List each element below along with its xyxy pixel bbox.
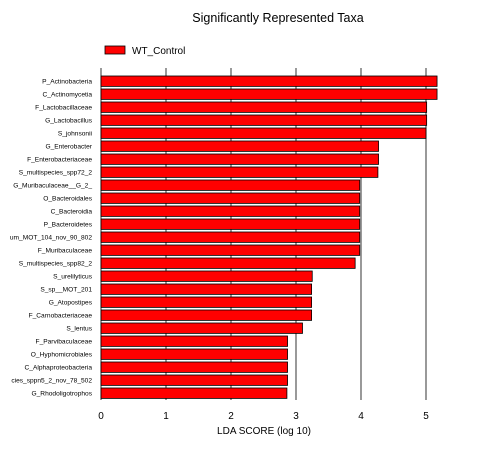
category-label-24: G_Rhodoligotrophos [32,391,93,398]
bar-0 [100,75,438,87]
category-label-18: F_Carnobacteriaceae [29,313,93,320]
bar-14 [100,257,356,269]
category-label-13: F_Muribaculaceae [38,248,93,255]
category-label-1: C_Actinomycetia [43,92,93,99]
bar-8 [100,179,361,191]
category-label-2: F_Lactobacillaceae [35,105,92,112]
bar-3 [100,114,428,126]
x-tick-label-3: 3 [293,411,299,422]
legend-label: WT_Control [132,46,185,57]
bar-18 [100,309,313,321]
category-label-20: F_Parvibaculaceae [36,339,93,346]
category-label-0: P_Actinobacteria [42,79,92,86]
bar-21 [100,348,288,360]
category-label-6: F_Enterobacteriaceae [27,157,92,164]
legend: WT_Control [104,45,185,57]
category-label-4: S_johnsonii [58,131,93,138]
category-label-14: S_multispecies_spp82_2 [19,261,93,268]
legend-swatch [104,45,126,55]
x-tick-label-5: 5 [423,411,429,422]
bar-6 [100,153,379,165]
bars [100,75,438,399]
category-label-16: S_sp__MOT_201 [40,287,92,294]
category-label-21: O_Hyphomicrobiales [31,352,93,359]
category-label-12: um_MOT_104_nov_90_802 [10,235,92,242]
category-label-10: C_Bacteroidia [51,209,93,216]
category-label-15: S_urelilyticus [53,274,93,281]
x-tick-label-4: 4 [358,411,364,422]
category-label-3: G_Lactobacillus [45,118,93,125]
bar-15 [100,270,313,282]
x-axis-ticks: 0 1 2 3 4 5 [98,411,429,422]
bar-23 [100,374,288,386]
bar-9 [100,192,361,204]
x-axis-title: LDA SCORE (log 10) [217,426,311,437]
bar-2 [100,101,428,113]
bar-19 [100,322,303,334]
bar-11 [100,218,361,230]
category-label-8: G_Muribaculaceae__G_2_ [13,183,92,190]
bar-16 [100,283,313,295]
category-label-19: S_lentus [66,326,92,333]
category-label-23: cies_sppn5_2_nov_78_502 [11,378,92,385]
bar-17 [100,296,313,308]
bar-7 [100,166,379,178]
x-tick-label-1: 1 [163,411,169,422]
category-label-17: G_Atopostipes [49,300,93,307]
x-tick-label-2: 2 [228,411,234,422]
bar-4 [100,127,427,139]
category-label-5: G_Enterobacter [45,144,92,151]
category-label-9: O_Bacteroidales [43,196,92,203]
category-labels: P_Actinobacteria C_Actinomycetia F_Lactoba… [10,79,93,398]
bar-13 [100,244,361,256]
category-label-22: C_Alphaproteobacteria [25,365,93,372]
chart-title: Significantly Represented Taxa [192,11,363,25]
bar-22 [100,361,288,373]
category-label-7: S_multispecies_spp72_2 [19,170,93,177]
x-tick-label-0: 0 [98,411,104,422]
bar-1 [100,88,438,100]
bar-5 [100,140,379,152]
bar-10 [100,205,361,217]
bar-20 [100,335,288,347]
category-label-11: P_Bacteroidetes [44,222,93,229]
bar-24 [100,387,288,399]
bar-12 [100,231,361,243]
